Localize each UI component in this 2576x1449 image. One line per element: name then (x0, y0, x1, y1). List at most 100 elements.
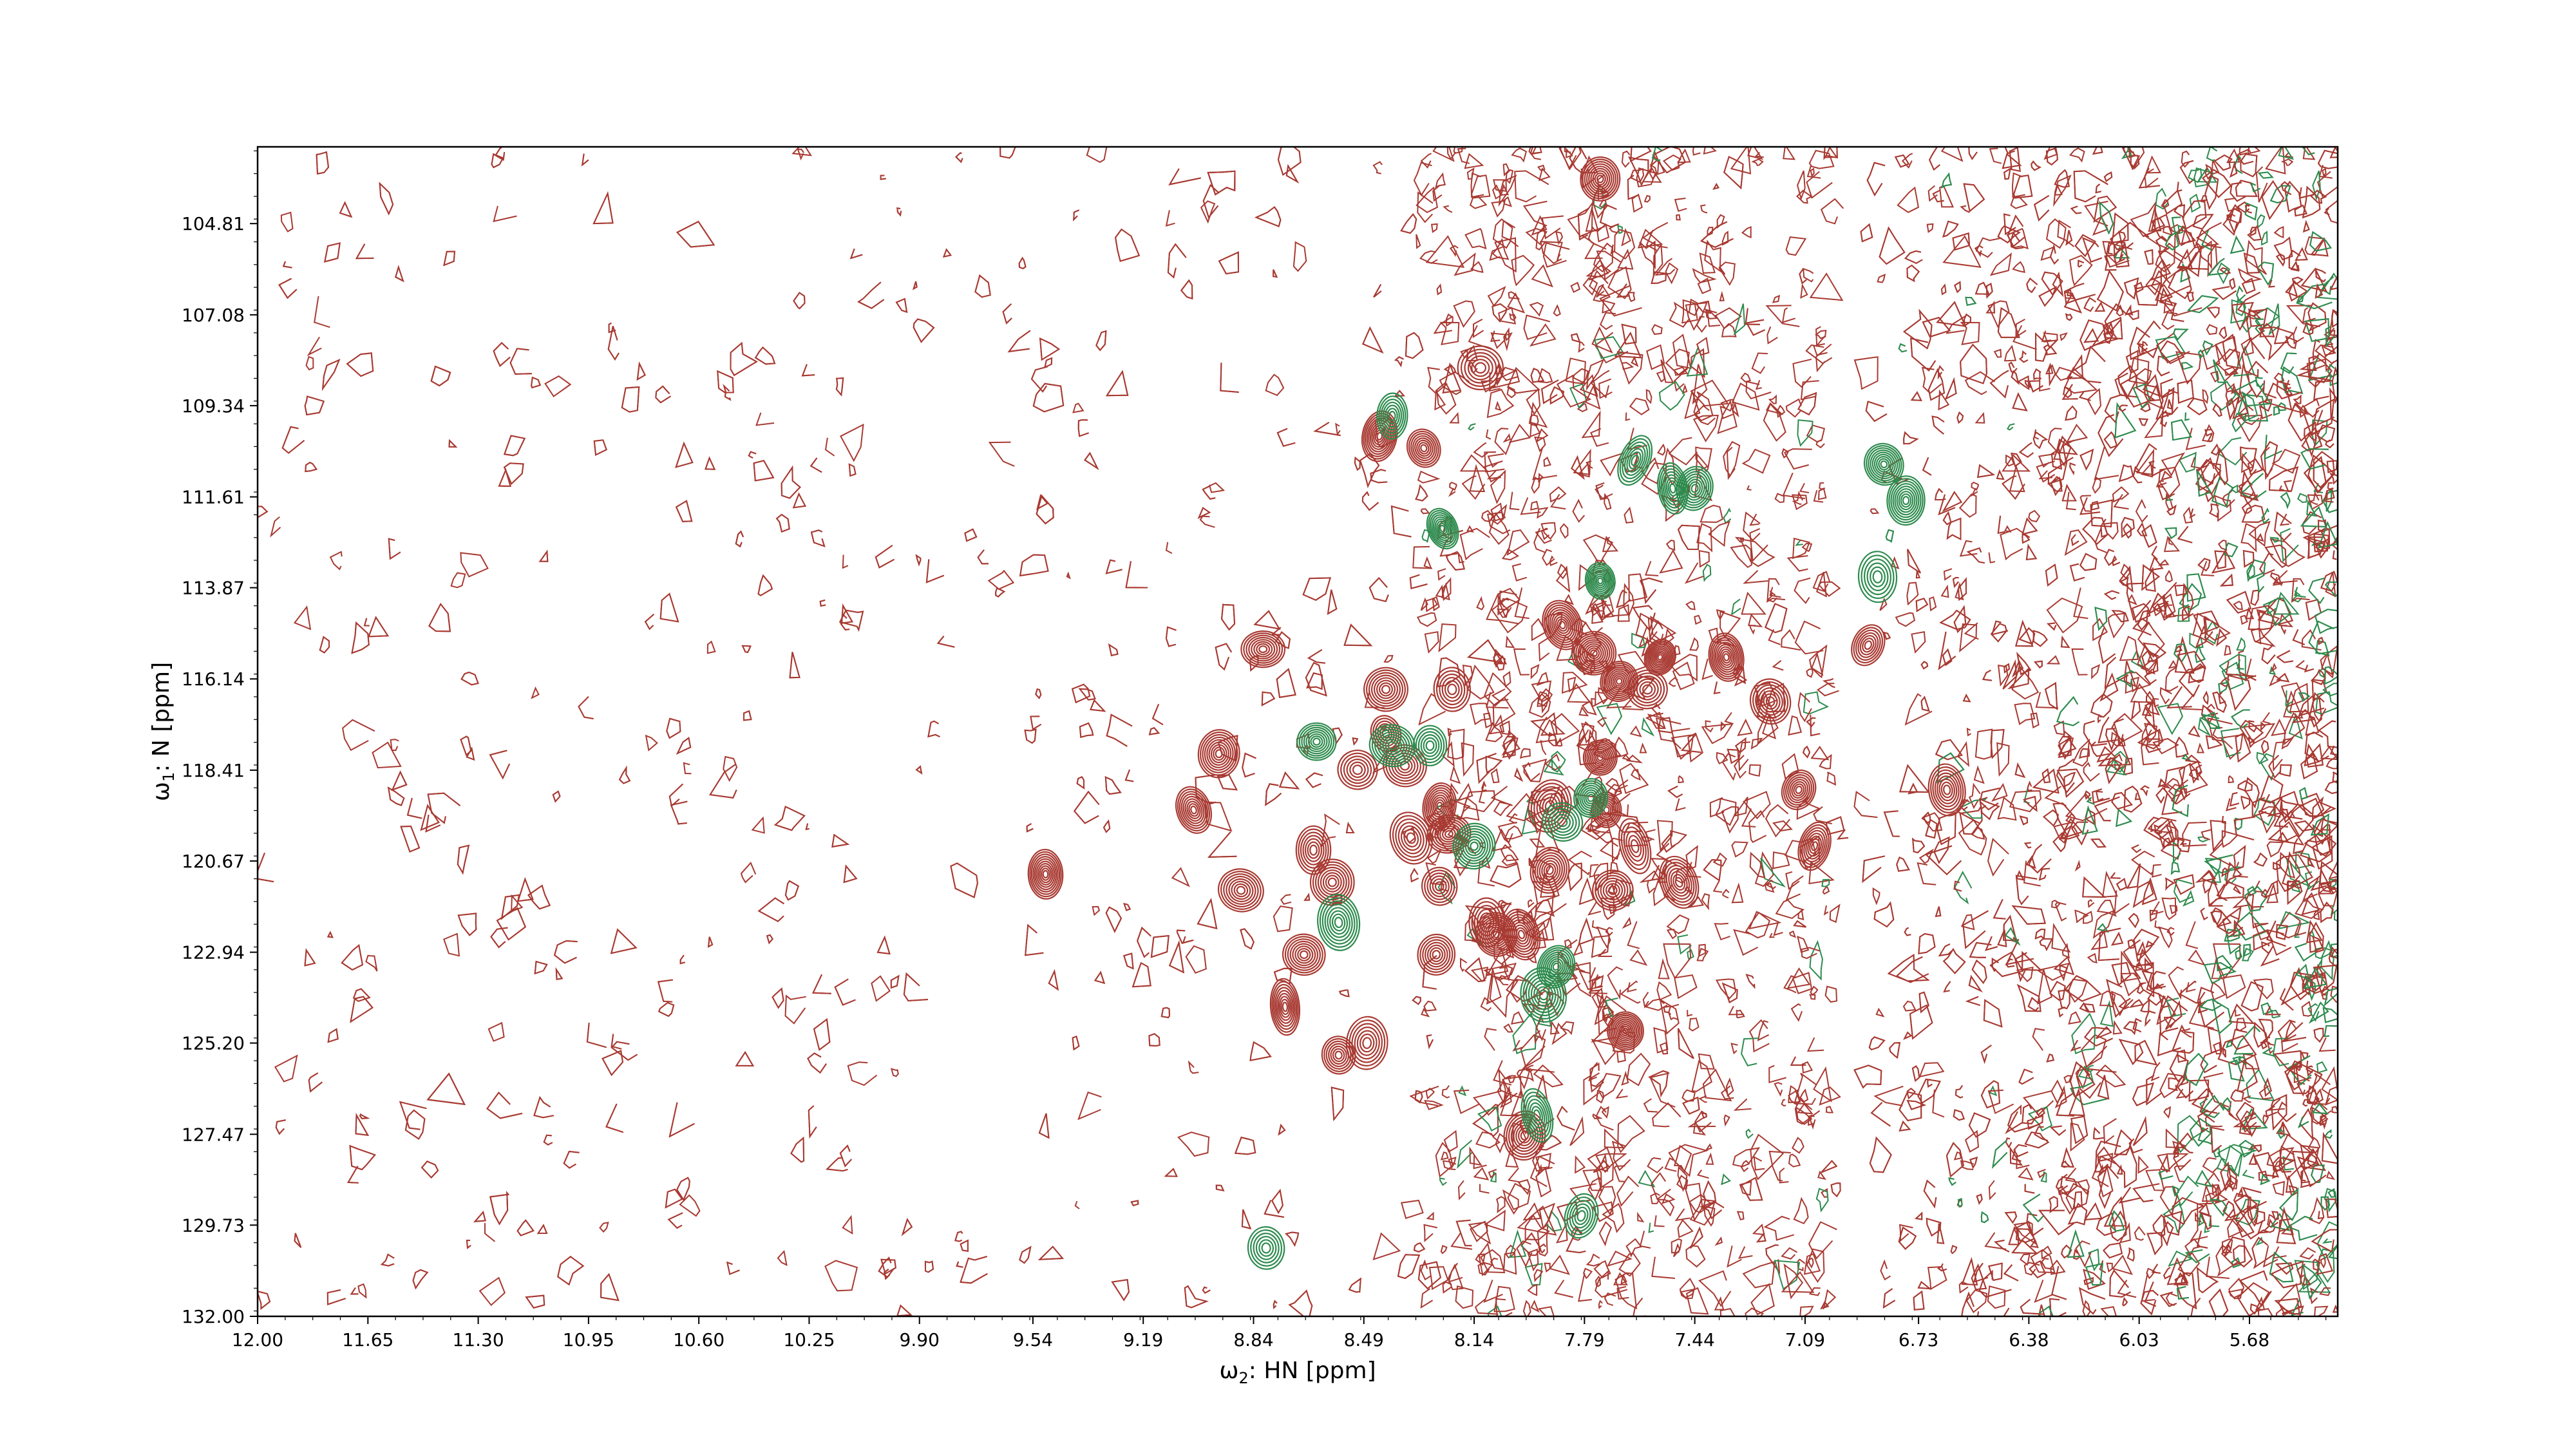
noise-contour (2233, 379, 2272, 407)
noise-contour (1743, 570, 1768, 584)
noise-contour (2162, 1203, 2186, 1233)
noise-contour (2046, 597, 2083, 634)
noise-contour (2009, 147, 2021, 173)
noise-contour (1562, 672, 1588, 694)
noise-contour (1447, 727, 1452, 737)
noise-contour (1607, 966, 1624, 1000)
noise-contour (2134, 1226, 2146, 1241)
noise-contour (2139, 785, 2150, 797)
noise-contour (1806, 717, 1816, 728)
noise-contour (2169, 905, 2178, 914)
noise-contour (2164, 667, 2179, 692)
noise-contour (2327, 482, 2334, 490)
noise-contour (307, 336, 322, 357)
noise-contour (2011, 664, 2040, 700)
noise-contour (327, 1289, 346, 1305)
noise-contour (2140, 1289, 2159, 1316)
noise-contour (2172, 784, 2189, 817)
noise-contour (1904, 693, 1933, 726)
noise-contour (1587, 901, 1602, 916)
noise-contour (2088, 1248, 2100, 1272)
noise-contour (2035, 332, 2059, 362)
noise-contour (2011, 370, 2020, 385)
noise-contour (1911, 1065, 1920, 1083)
noise-contour (2228, 1003, 2255, 1025)
noise-contour (1622, 916, 1632, 929)
noise-contour (2135, 961, 2144, 972)
noise-contour (2135, 498, 2148, 523)
noise-contour (2159, 687, 2172, 705)
noise-contour (1971, 827, 1985, 840)
peak-positive-level (1592, 170, 1609, 188)
noise-contour (1599, 312, 1616, 330)
noise-contour (2177, 379, 2194, 404)
noise-contour (2213, 154, 2233, 171)
noise-contour (1745, 1128, 1754, 1139)
noise-contour (1520, 1232, 1542, 1256)
noise-contour (2070, 1115, 2088, 1144)
noise-contour (668, 783, 683, 808)
noise-contour (2181, 753, 2192, 762)
noise-contour (2231, 301, 2254, 331)
peak-positive-level (1558, 621, 1566, 630)
noise-contour (1412, 545, 1432, 569)
noise-contour (2280, 158, 2294, 166)
noise-contour (2031, 160, 2041, 171)
noise-contour (1538, 473, 1544, 484)
noise-contour (1019, 554, 1049, 577)
noise-contour (490, 927, 508, 949)
noise-contour (2302, 147, 2316, 160)
noise-contour (1502, 1189, 1519, 1215)
noise-contour (2272, 1180, 2286, 1196)
noise-contour (2144, 723, 2158, 744)
noise-contour (2174, 584, 2188, 596)
noise-contour (2096, 899, 2117, 917)
noise-contour (1024, 728, 1037, 744)
noise-contour (1698, 549, 1710, 568)
noise-contour (1942, 491, 1963, 512)
noise-contour (1072, 1035, 1080, 1051)
noise-contour (484, 1223, 496, 1242)
noise-contour (2150, 971, 2166, 990)
noise-contour (1788, 715, 1803, 736)
noise-contour (1993, 898, 2006, 920)
noise-contour (1511, 1011, 1524, 1025)
noise-contour (341, 943, 364, 971)
noise-contour (2194, 643, 2206, 663)
noise-contour (1531, 1143, 1553, 1172)
noise-contour (1806, 424, 1825, 443)
noise-contour (2159, 995, 2188, 1036)
noise-contour (1625, 754, 1643, 764)
noise-contour (1288, 1289, 1313, 1316)
noise-contour (2247, 361, 2269, 399)
noise-contour (1953, 1151, 1962, 1160)
noise-contour (2211, 477, 2234, 508)
peak-positive (1542, 600, 1583, 650)
noise-contour (2320, 1257, 2326, 1269)
noise-contour (1596, 1090, 1605, 1104)
noise-contour (2025, 544, 2038, 561)
noise-contour (2027, 1115, 2043, 1130)
noise-contour (1714, 1296, 1725, 1311)
noise-contour (1938, 389, 1950, 411)
noise-contour (1499, 720, 1511, 735)
noise-contour (1305, 661, 1327, 697)
noise-contour (1968, 782, 1981, 810)
noise-contour (1464, 957, 1486, 983)
noise-contour (2278, 485, 2284, 491)
noise-contour (2072, 1249, 2080, 1260)
noise-contour (2024, 1131, 2050, 1149)
noise-contour (1750, 737, 1763, 750)
noise-contour (2281, 737, 2294, 750)
noise-contour (2070, 534, 2079, 546)
noise-contour (1917, 862, 1937, 886)
noise-contour (1497, 821, 1517, 844)
noise-contour (457, 844, 470, 875)
noise-contour (1980, 1080, 2001, 1109)
noise-contour (1997, 665, 2009, 687)
noise-contour (304, 948, 316, 967)
noise-contour (1968, 147, 1978, 160)
noise-contour (2318, 521, 2338, 549)
noise-contour (2174, 204, 2185, 218)
noise-contour (1639, 240, 1656, 270)
